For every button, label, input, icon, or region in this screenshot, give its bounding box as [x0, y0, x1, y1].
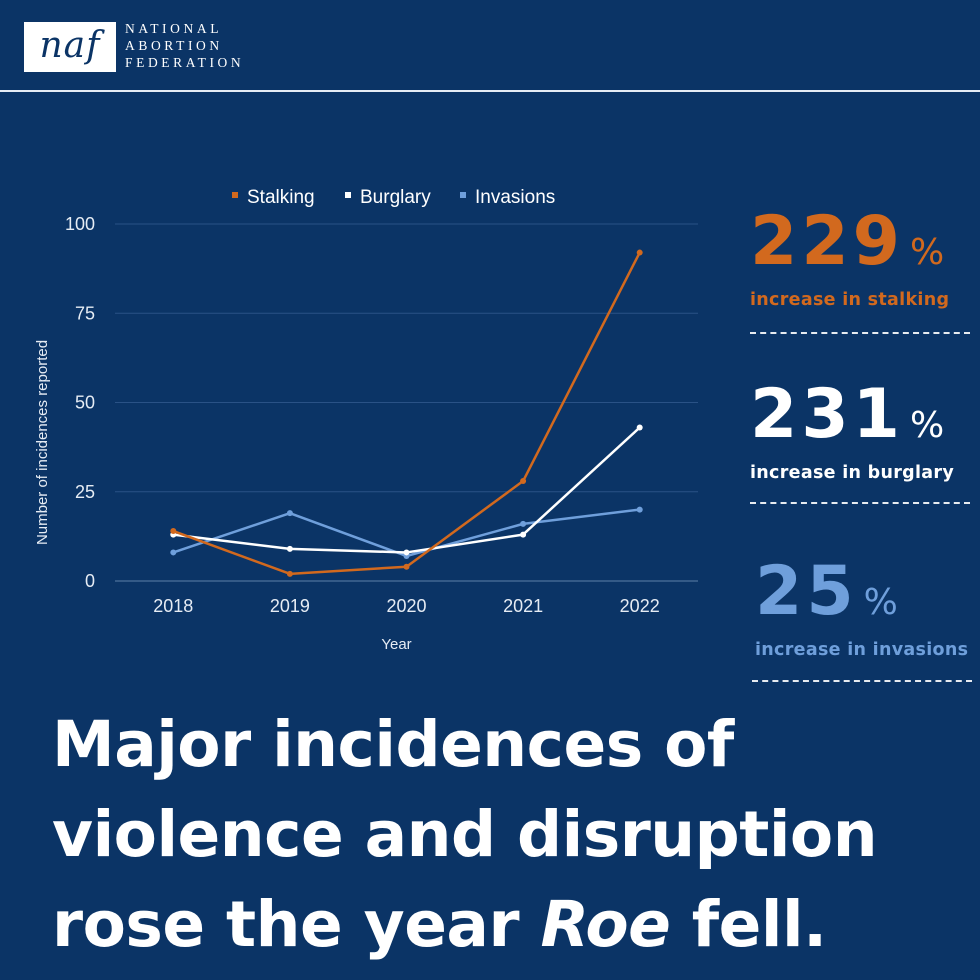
- headline-line-3-start: rose the year: [52, 888, 541, 961]
- stat-burglary-label: increase in burglary: [750, 463, 955, 483]
- divider: [750, 332, 970, 334]
- headline: Major incidences of violence and disrupt…: [52, 700, 952, 970]
- x-axis-title: Year: [381, 636, 411, 653]
- divider: [750, 502, 970, 504]
- stat-stalking-value: 229: [750, 202, 904, 281]
- legend-label-invasions: Invasions: [475, 187, 555, 208]
- legend-swatch-stalking: [232, 192, 238, 198]
- y-tick-label: 75: [75, 303, 95, 323]
- stat-stalking-label: increase in stalking: [750, 290, 950, 310]
- stat-invasions-number: 25%: [755, 555, 980, 640]
- percent-sign: %: [863, 582, 898, 623]
- data-point-burglary: [636, 424, 643, 431]
- stat-invasions-label: increase in invasions: [755, 640, 969, 660]
- data-point-burglary: [403, 549, 410, 556]
- data-point-burglary: [520, 531, 527, 538]
- org-name-line: FEDERATION: [125, 55, 245, 70]
- data-point-burglary: [286, 545, 293, 552]
- percent-sign: %: [909, 405, 945, 446]
- headline-line-1: Major incidences of: [52, 708, 734, 781]
- y-tick-label: 0: [85, 571, 95, 591]
- data-point-invasions: [170, 549, 177, 556]
- x-tick-label: 2018: [153, 596, 193, 616]
- legend-label-burglary: Burglary: [360, 187, 431, 208]
- series-line-invasions: [172, 508, 641, 558]
- org-name: NATIONAL ABORTION FEDERATION: [125, 20, 244, 71]
- headline-line-3: rose the year Roe fell.: [52, 880, 952, 970]
- y-tick-label: 50: [75, 393, 95, 413]
- header: naf NATIONAL ABORTION FEDERATION: [0, 0, 980, 92]
- headline-line-3-end: fell.: [670, 888, 827, 961]
- data-point-stalking: [636, 249, 643, 256]
- x-tick-label: 2020: [386, 596, 426, 616]
- x-tick-label: 2019: [270, 596, 310, 616]
- org-name-line: NATIONAL: [125, 21, 223, 36]
- legend-label-stalking: Stalking: [247, 187, 315, 208]
- series-line-burglary: [172, 426, 641, 554]
- org-name-line: ABORTION: [125, 38, 223, 53]
- headline-roe: Roe: [540, 888, 671, 961]
- stat-invasions-value: 25: [755, 552, 858, 631]
- legend-swatch-invasions: [460, 192, 466, 198]
- x-tick-label: 2021: [503, 596, 543, 616]
- x-tick-label: 2022: [620, 596, 660, 616]
- divider: [752, 680, 972, 682]
- y-axis-title: Number of incidences reported: [34, 340, 51, 545]
- data-point-stalking: [170, 528, 177, 535]
- data-point-stalking: [286, 570, 293, 577]
- y-tick-label: 25: [75, 482, 95, 502]
- stat-stalking: 229% increase in stalking: [750, 205, 975, 311]
- data-point-stalking: [403, 563, 410, 570]
- stat-stalking-number: 229%: [750, 205, 975, 290]
- stat-burglary-value: 231: [750, 375, 904, 454]
- line-chart: 0 25 50 75 100 2018 2019 2020 2021 2022 Year Number…: [34, 187, 698, 653]
- series-line-stalking: [172, 251, 641, 576]
- stat-burglary-number: 231%: [750, 378, 975, 463]
- data-point-invasions: [520, 520, 527, 527]
- y-tick-label: 100: [65, 214, 95, 234]
- percent-sign: %: [909, 232, 945, 273]
- legend-swatch-burglary: [345, 192, 351, 198]
- data-point-invasions: [636, 506, 643, 513]
- headline-line-2: violence and disruption: [52, 798, 878, 871]
- stat-invasions: 25% increase in invasions: [755, 555, 980, 661]
- data-point-invasions: [286, 510, 293, 517]
- stat-burglary: 231% increase in burglary: [750, 378, 975, 484]
- naf-logo: naf: [24, 22, 116, 72]
- data-point-stalking: [520, 478, 527, 485]
